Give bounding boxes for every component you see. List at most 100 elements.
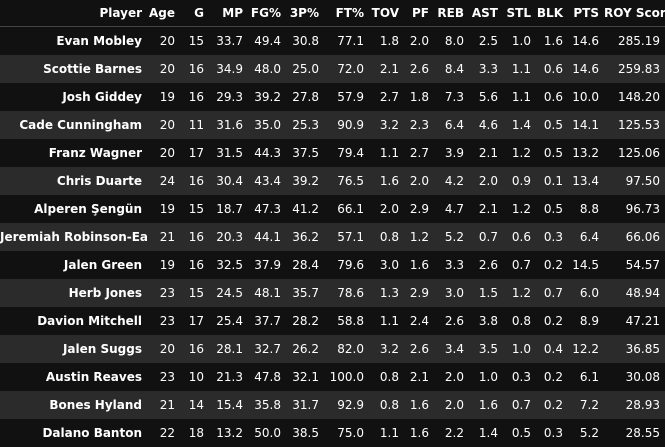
cell-pts: 14.6 bbox=[568, 27, 604, 56]
cell-stl: 0.6 bbox=[503, 223, 536, 251]
cell-pts: 13.2 bbox=[568, 139, 604, 167]
cell-pf: 2.3 bbox=[404, 111, 434, 139]
cell-roy-score: 285.19 bbox=[604, 27, 665, 56]
cell-blk: 1.6 bbox=[536, 27, 568, 56]
cell-g: 14 bbox=[180, 391, 209, 419]
cell-player: Jeremiah Robinson-Earl bbox=[0, 223, 147, 251]
cell-age: 19 bbox=[147, 251, 180, 279]
cell-stl: 1.2 bbox=[503, 139, 536, 167]
cell-roy-score: 48.94 bbox=[604, 279, 665, 307]
cell-reb: 6.4 bbox=[434, 111, 469, 139]
cell-stl: 0.7 bbox=[503, 391, 536, 419]
cell-pts: 8.8 bbox=[568, 195, 604, 223]
cell-pts: 7.2 bbox=[568, 391, 604, 419]
cell-tov: 2.0 bbox=[369, 195, 404, 223]
cell-age: 19 bbox=[147, 83, 180, 111]
cell-fg-pct: 44.1 bbox=[248, 223, 286, 251]
cell-reb: 7.3 bbox=[434, 83, 469, 111]
cell-mp: 25.4 bbox=[209, 307, 248, 335]
cell-ast: 2.1 bbox=[469, 139, 503, 167]
cell-age: 20 bbox=[147, 111, 180, 139]
cell-3p-pct: 32.1 bbox=[286, 363, 324, 391]
cell-ft-pct: 57.9 bbox=[324, 83, 369, 111]
cell-ft-pct: 57.1 bbox=[324, 223, 369, 251]
cell-ast: 1.0 bbox=[469, 363, 503, 391]
cell-tov: 0.8 bbox=[369, 391, 404, 419]
cell-g: 16 bbox=[180, 55, 209, 83]
cell-stl: 0.5 bbox=[503, 419, 536, 447]
cell-pf: 1.6 bbox=[404, 251, 434, 279]
cell-tov: 2.7 bbox=[369, 83, 404, 111]
cell-roy-score: 30.08 bbox=[604, 363, 665, 391]
cell-tov: 0.8 bbox=[369, 363, 404, 391]
cell-g: 15 bbox=[180, 27, 209, 56]
cell-stl: 0.7 bbox=[503, 251, 536, 279]
cell-tov: 3.2 bbox=[369, 335, 404, 363]
cell-3p-pct: 37.5 bbox=[286, 139, 324, 167]
cell-fg-pct: 44.3 bbox=[248, 139, 286, 167]
cell-fg-pct: 47.3 bbox=[248, 195, 286, 223]
cell-mp: 21.3 bbox=[209, 363, 248, 391]
cell-tov: 1.3 bbox=[369, 279, 404, 307]
cell-g: 10 bbox=[180, 363, 209, 391]
cell-stl: 1.1 bbox=[503, 83, 536, 111]
cell-blk: 0.3 bbox=[536, 419, 568, 447]
cell-g: 15 bbox=[180, 279, 209, 307]
column-header-blk: BLK bbox=[536, 0, 568, 27]
cell-blk: 0.3 bbox=[536, 223, 568, 251]
cell-blk: 0.7 bbox=[536, 279, 568, 307]
cell-pts: 14.6 bbox=[568, 55, 604, 83]
cell-blk: 0.6 bbox=[536, 55, 568, 83]
cell-pts: 12.2 bbox=[568, 335, 604, 363]
cell-3p-pct: 28.2 bbox=[286, 307, 324, 335]
cell-age: 23 bbox=[147, 363, 180, 391]
cell-player: Alperen Şengün bbox=[0, 195, 147, 223]
cell-fg-pct: 48.1 bbox=[248, 279, 286, 307]
cell-pts: 13.4 bbox=[568, 167, 604, 195]
cell-ft-pct: 90.9 bbox=[324, 111, 369, 139]
cell-ft-pct: 78.6 bbox=[324, 279, 369, 307]
cell-ft-pct: 58.8 bbox=[324, 307, 369, 335]
cell-blk: 0.5 bbox=[536, 195, 568, 223]
cell-roy-score: 96.73 bbox=[604, 195, 665, 223]
cell-pf: 1.8 bbox=[404, 83, 434, 111]
cell-fg-pct: 32.7 bbox=[248, 335, 286, 363]
cell-3p-pct: 28.4 bbox=[286, 251, 324, 279]
cell-3p-pct: 41.2 bbox=[286, 195, 324, 223]
column-header-player: Player bbox=[0, 0, 147, 27]
cell-fg-pct: 35.0 bbox=[248, 111, 286, 139]
cell-fg-pct: 47.8 bbox=[248, 363, 286, 391]
cell-g: 16 bbox=[180, 83, 209, 111]
cell-ast: 5.6 bbox=[469, 83, 503, 111]
cell-3p-pct: 25.0 bbox=[286, 55, 324, 83]
cell-ast: 2.1 bbox=[469, 195, 503, 223]
cell-g: 16 bbox=[180, 223, 209, 251]
cell-tov: 0.8 bbox=[369, 223, 404, 251]
cell-stl: 0.9 bbox=[503, 167, 536, 195]
cell-ft-pct: 75.0 bbox=[324, 419, 369, 447]
cell-blk: 0.4 bbox=[536, 335, 568, 363]
cell-fg-pct: 50.0 bbox=[248, 419, 286, 447]
cell-blk: 0.2 bbox=[536, 307, 568, 335]
cell-roy-score: 97.50 bbox=[604, 167, 665, 195]
cell-age: 20 bbox=[147, 139, 180, 167]
cell-reb: 3.0 bbox=[434, 279, 469, 307]
cell-ast: 2.5 bbox=[469, 27, 503, 56]
cell-pf: 2.6 bbox=[404, 335, 434, 363]
cell-ast: 1.4 bbox=[469, 419, 503, 447]
cell-tov: 1.1 bbox=[369, 419, 404, 447]
cell-roy-score: 47.21 bbox=[604, 307, 665, 335]
cell-player: Franz Wagner bbox=[0, 139, 147, 167]
cell-ft-pct: 76.5 bbox=[324, 167, 369, 195]
cell-age: 20 bbox=[147, 55, 180, 83]
cell-fg-pct: 37.9 bbox=[248, 251, 286, 279]
cell-pts: 14.1 bbox=[568, 111, 604, 139]
cell-player: Jalen Green bbox=[0, 251, 147, 279]
column-header-ft-pct: FT% bbox=[324, 0, 369, 27]
